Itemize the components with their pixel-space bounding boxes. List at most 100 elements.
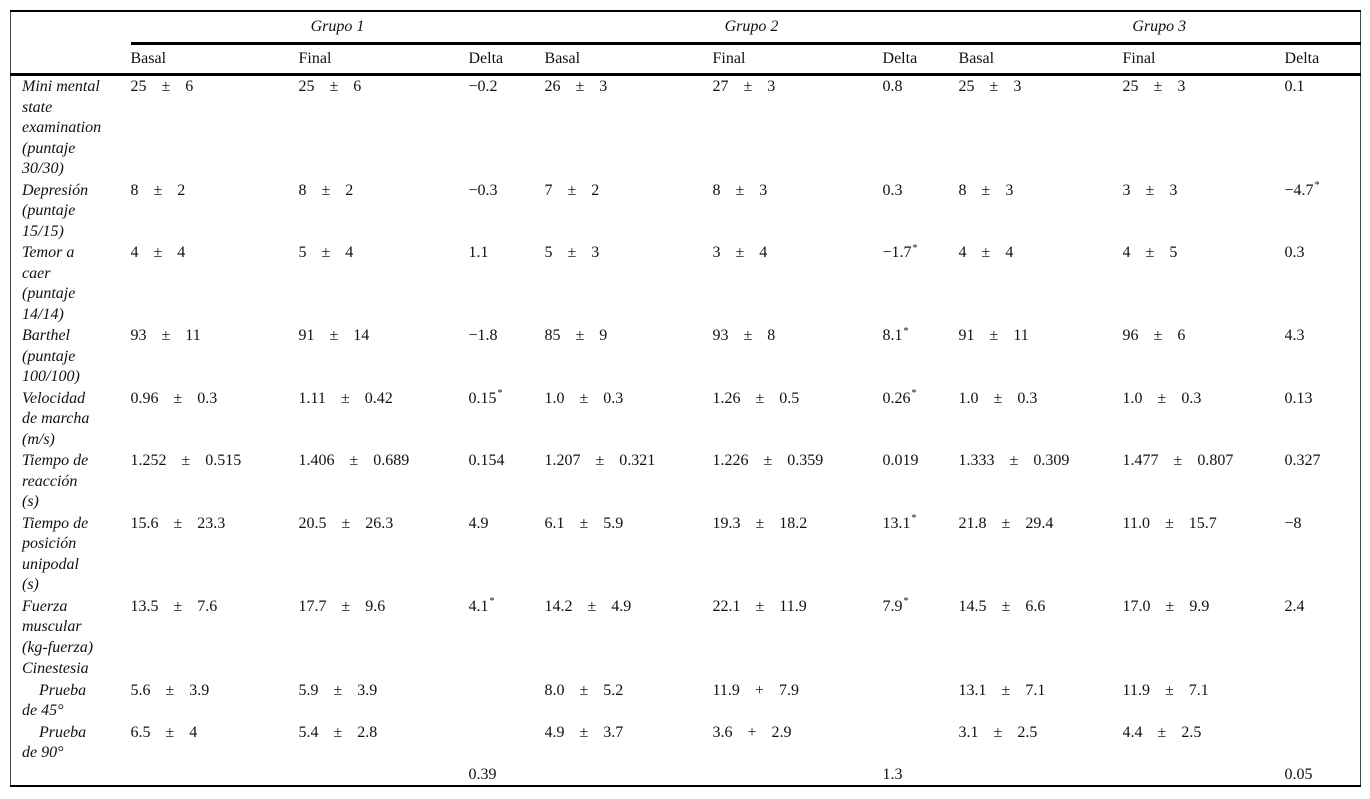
mean-value: 96 (1122, 327, 1139, 344)
delta-value: 7.9* (883, 596, 959, 618)
sd-value: 5.9 (603, 514, 624, 532)
plus-minus-sign: ± (1165, 597, 1175, 615)
row-label: Prueba de 90° (22, 723, 87, 762)
mean-sd-cell: 1.11 ±0.42 (299, 388, 469, 451)
mean-sd-cell: 21.8 ±29.4 (959, 513, 1123, 596)
mean-sd-cell: 1.0 ±0.3 (959, 388, 1123, 451)
sd-value: 0.309 (1033, 452, 1070, 469)
sd-value: 3 (599, 78, 608, 95)
delta-cell: 0.327 (1285, 450, 1361, 513)
sd-value: 3 (1005, 181, 1014, 199)
plus-minus-sign: ± (763, 452, 773, 469)
delta-cell: 7.9* (883, 596, 959, 659)
mean-value: 17.0 (1122, 597, 1151, 615)
mean-sd-value: 93 ±11 (131, 325, 299, 347)
delta-number: 0.39 (468, 765, 497, 783)
empty-cell (299, 764, 469, 787)
plus-minus-sign: + (754, 681, 764, 699)
empty-cell (1285, 722, 1361, 764)
mean-value: 1.26 (712, 389, 741, 407)
mean-sd-cell: 4 ±5 (1123, 242, 1285, 325)
mean-sd-cell: 1.0 ±0.3 (545, 388, 713, 451)
empty-cell (1285, 658, 1361, 680)
plus-minus-sign: ± (755, 597, 765, 615)
mean-sd-cell: 1.333 ±0.309 (959, 450, 1123, 513)
mean-sd-cell: 25 ±3 (1123, 75, 1285, 180)
mean-value: 5.6 (130, 681, 151, 699)
sd-value: 6 (185, 78, 194, 95)
significance-star: * (489, 596, 495, 608)
row-label: Cinestesia (22, 660, 89, 677)
sd-value: 8 (767, 327, 776, 344)
empty-cell (713, 658, 883, 680)
mean-sd-value: 1.0 ±0.3 (959, 388, 1123, 410)
sd-value: 11 (1013, 327, 1029, 344)
mean-sd-value: 1.207 ±0.321 (545, 450, 713, 472)
empty-cell (1285, 680, 1361, 722)
delta-cell: 0.019 (883, 450, 959, 513)
mean-sd-value: 15.6 ±23.3 (131, 513, 299, 535)
mean-sd-value: 13.5 ±7.6 (131, 596, 299, 618)
mean-sd-cell: 7 ±2 (545, 180, 713, 243)
mean-sd-value: 11.9 +7.9 (713, 680, 883, 702)
plus-minus-sign: ± (173, 389, 183, 407)
plus-minus-sign: ± (575, 327, 585, 344)
plus-minus-sign: ± (165, 723, 175, 741)
subheader-basal-2: Basal (544, 43, 713, 76)
mean-value: 1.252 (130, 452, 167, 469)
mean-value: 91 (958, 327, 975, 344)
table-body: Mini mental state examination (puntaje 3… (11, 75, 1361, 787)
sd-value: 3 (591, 244, 600, 261)
mean-value: 1.477 (1122, 452, 1159, 469)
mean-sd-value: 7 ±2 (545, 180, 713, 202)
significance-star: * (911, 388, 917, 400)
mean-value: 5 (298, 244, 307, 261)
mean-value: 5 (544, 244, 553, 261)
sd-value: 3.7 (603, 723, 624, 741)
delta-value: 0.8 (883, 76, 959, 98)
mean-sd-cell: 14.2 ±4.9 (545, 596, 713, 659)
mean-sd-value: 11.0 ±15.7 (1123, 513, 1285, 535)
plus-minus-sign: ± (735, 244, 745, 261)
delta-cell: 4.9 (469, 513, 545, 596)
delta-value: 0.15* (469, 388, 545, 410)
delta-cell: 0.05 (1285, 764, 1361, 787)
mean-sd-cell: 1.226 ±0.359 (713, 450, 883, 513)
mean-sd-cell: 8 ±3 (959, 180, 1123, 243)
mean-sd-cell: 1.0 ±0.3 (1123, 388, 1285, 451)
sd-value: 2 (591, 181, 600, 199)
mean-sd-cell: 4.4 ±2.5 (1123, 722, 1285, 764)
delta-cell: −8 (1285, 513, 1361, 596)
sd-value: 2 (177, 181, 186, 199)
row-label: Mini mental state examination (puntaje 3… (22, 78, 102, 177)
delta-number: 0.13 (1284, 389, 1313, 407)
mean-sd-cell: 25 ±3 (959, 75, 1123, 180)
delta-number: 4.3 (1284, 327, 1305, 344)
mean-sd-cell: 20.5 ±26.3 (299, 513, 469, 596)
mean-sd-cell: 8 ±2 (299, 180, 469, 243)
group-header-grupo-1: Grupo 1 (130, 11, 545, 45)
mean-value: 6.1 (544, 514, 565, 532)
sd-value: 5.2 (603, 681, 624, 699)
mean-sd-value: 3 ±4 (713, 242, 883, 264)
mean-sd-value: 25 ±6 (299, 76, 469, 98)
sd-value: 5 (1169, 244, 1178, 261)
mean-value: 8.0 (544, 681, 565, 699)
delta-cell: 1.3 (883, 764, 959, 787)
mean-sd-cell: 17.7 ±9.6 (299, 596, 469, 659)
mean-sd-value: 27 ±3 (713, 76, 883, 98)
sd-value: 0.3 (603, 389, 624, 407)
mean-sd-value: 6.5 ±4 (131, 722, 299, 744)
mean-value: 3.6 (712, 723, 733, 741)
sd-value: 4 (759, 244, 768, 261)
plus-minus-sign: ± (1157, 389, 1167, 407)
mean-sd-cell: 3.6 +2.9 (713, 722, 883, 764)
sd-value: 29.4 (1025, 514, 1054, 532)
empty-cell (1123, 764, 1285, 787)
plus-minus-sign: ± (1009, 452, 1019, 469)
significance-star: * (1314, 180, 1320, 192)
plus-minus-sign: ± (981, 244, 991, 261)
subheader-basal-1: Basal (130, 43, 299, 76)
mean-sd-value: 3.1 ±2.5 (959, 722, 1123, 744)
mean-sd-cell: 5.4 ±2.8 (299, 722, 469, 764)
